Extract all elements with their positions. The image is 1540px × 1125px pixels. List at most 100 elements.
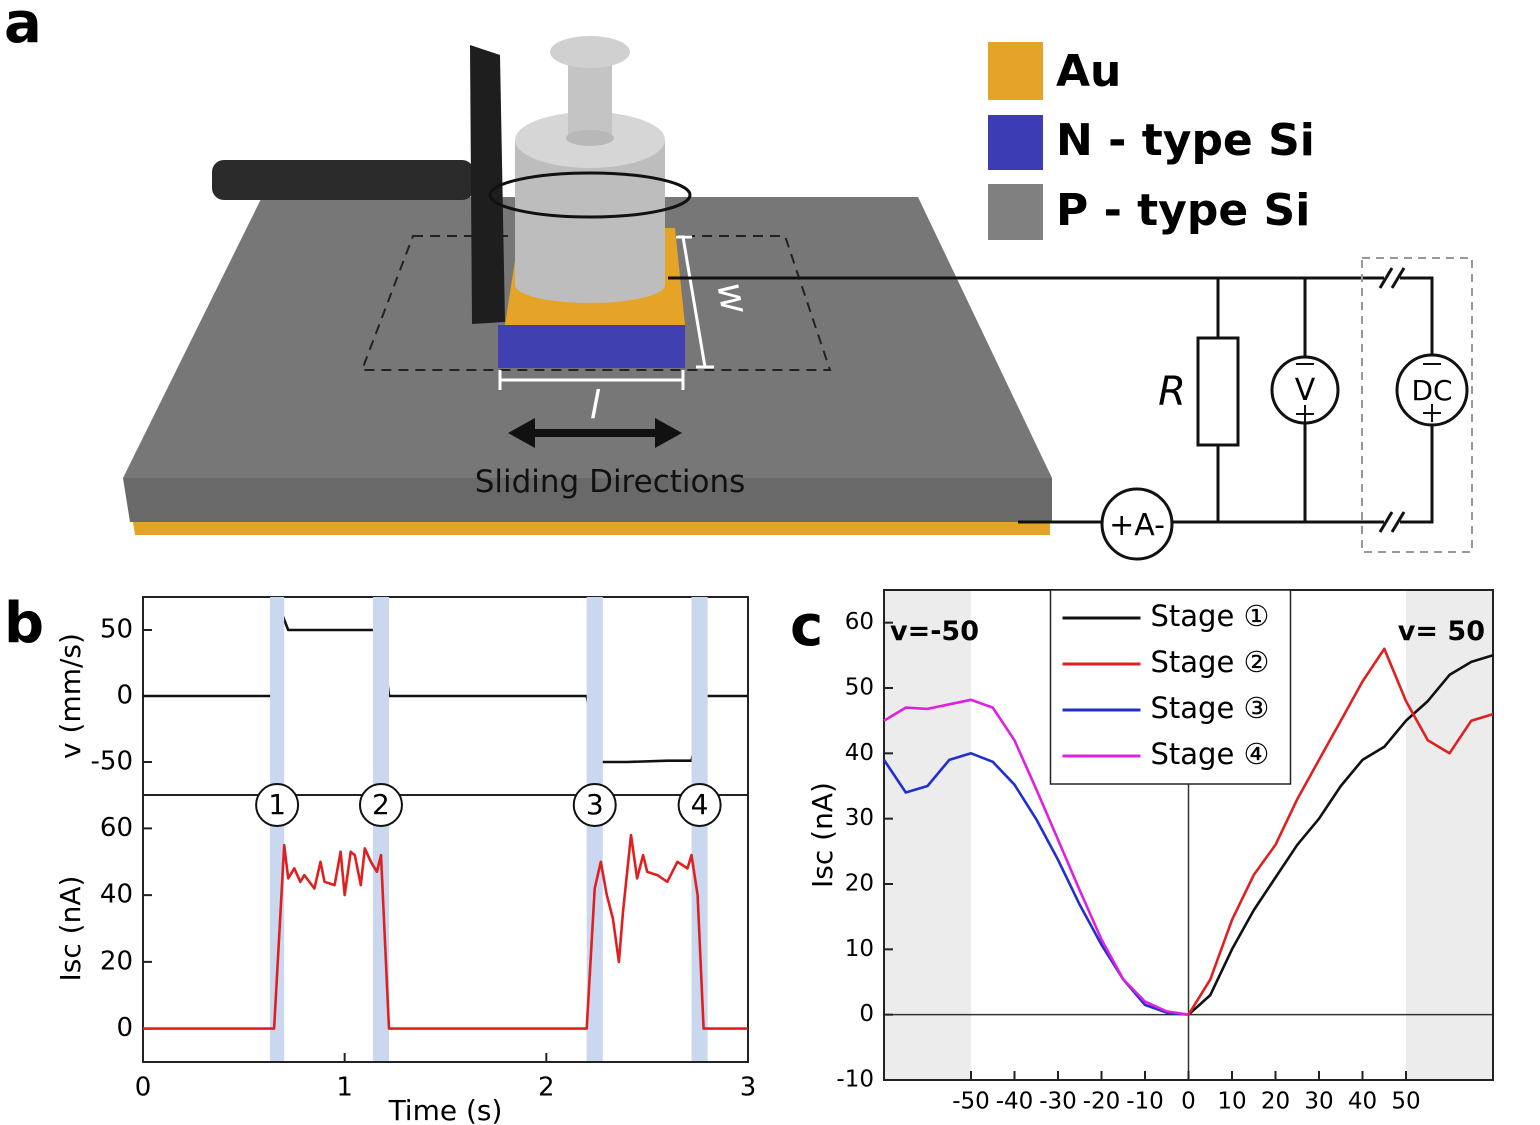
x-tick-label: -50 [952,1089,990,1115]
resistor [1196,336,1240,447]
circuit [668,257,1473,561]
stem-base [566,130,614,146]
break-mark [1378,511,1394,533]
shaded-region [884,590,971,1080]
x-tick-label: 10 [1217,1089,1246,1115]
ammeter [1100,487,1174,561]
legend-text: Stage ② [1151,645,1270,679]
x-tick-label: 0 [135,1073,152,1103]
y-tick-label: 40 [100,880,133,910]
panel-label: b [4,591,44,656]
y-axis-label: Isc (nA) [806,782,839,888]
data-line [882,752,1189,1016]
legend-text: Stage ③ [1151,691,1270,725]
legend-swatch [988,184,1043,240]
data-line [883,698,1189,1016]
x-tick-label: 30 [1304,1089,1333,1115]
dc-source [1395,353,1469,427]
n-si-block [498,325,685,368]
y-tick-label: 40 [845,740,874,766]
x-tick-label: 20 [1261,1089,1290,1115]
y-tick-label: 20 [100,946,133,976]
y-tick-label: 10 [845,936,874,962]
stage-marker [572,783,617,827]
data-line [1187,654,1494,1016]
stage-marker [358,783,403,827]
y-tick-label: 50 [100,615,133,645]
y-tick-label: 20 [845,871,874,897]
y-tick-label: 0 [116,681,133,711]
y-tick-label: 0 [116,1013,133,1043]
legend-text: Au [1056,46,1121,97]
y-tick-label: 0 [859,1001,874,1027]
legend-text: N - type Si [1056,115,1315,166]
arrow-head [655,418,682,448]
stage-marker-label: 2 [372,788,390,821]
y-tick-label: 30 [845,805,874,831]
x-tick-label: -20 [1083,1089,1121,1115]
x-tick-label: -30 [1039,1089,1077,1115]
legend-text: P - type Si [1056,185,1310,236]
legend-swatch [988,42,1043,100]
stage-marker [677,783,722,827]
x-tick-label: -40 [996,1089,1034,1115]
plot-frame [142,794,749,1063]
length-label: l [590,383,601,427]
y-tick-label: 50 [845,675,874,701]
y-tick-label: -10 [836,1067,874,1093]
stage-band [270,597,285,1062]
legend-box [1049,589,1292,785]
legend-text: Stage ① [1151,599,1270,633]
y-axis-label: v (mm/s) [54,633,87,759]
legend-text: Stage ④ [1151,737,1270,771]
shaded-region [1406,590,1493,1080]
stage-marker [255,783,300,827]
data-line [143,833,748,1030]
y-tick-label: 60 [845,609,874,635]
holder-plate [470,45,505,324]
annotation: v=-50 [890,616,979,647]
device-diagram: w l Sliding Directions [123,36,1052,535]
y-axis-label: Isc (nA) [54,876,87,982]
x-tick-label: 1 [336,1073,353,1103]
material-legend: Au N - type Si P - type Si [988,42,1315,240]
stage-band [691,597,708,1062]
resistor-label: R [1158,369,1186,415]
x-axis-label: Time (s) [388,1094,503,1125]
panel-label: a [4,0,42,56]
break-mark [1378,267,1394,289]
stage-marker-label: 3 [586,788,604,821]
voltmeter-label: V [1295,373,1316,408]
rod [212,160,474,200]
stage-marker-label: 1 [268,788,286,821]
ring [488,171,692,219]
y-tick-label: 60 [100,813,133,843]
arrow-head [508,418,535,448]
stage-marker-label: 4 [691,788,709,821]
x-tick-label: 0 [1181,1089,1196,1115]
motion-label: Sliding Directions [475,464,746,500]
substrate-front [123,478,1052,522]
y-tick-label: -50 [91,747,133,777]
ammeter-label: +A- [1109,508,1165,543]
wire [1172,425,1434,524]
weight-knob [550,36,630,68]
wire [668,276,1434,355]
x-tick-label: 3 [740,1073,757,1103]
weight-body [515,140,665,303]
optional-box [1361,257,1473,553]
break-mark [1390,511,1406,533]
panel-label: c [790,594,823,659]
legend-swatch [988,115,1043,170]
x-tick-label: 2 [538,1073,555,1103]
source-label: DC [1411,374,1452,407]
data-line [143,612,748,764]
x-tick-label: 40 [1348,1089,1377,1115]
annotation: v= 50 [1398,616,1485,647]
break-mark [1390,267,1406,289]
width-dimension [681,236,707,368]
x-tick-label: -10 [1126,1089,1164,1115]
bottom-electrode [133,522,1050,535]
x-tick-label: 50 [1391,1089,1420,1115]
